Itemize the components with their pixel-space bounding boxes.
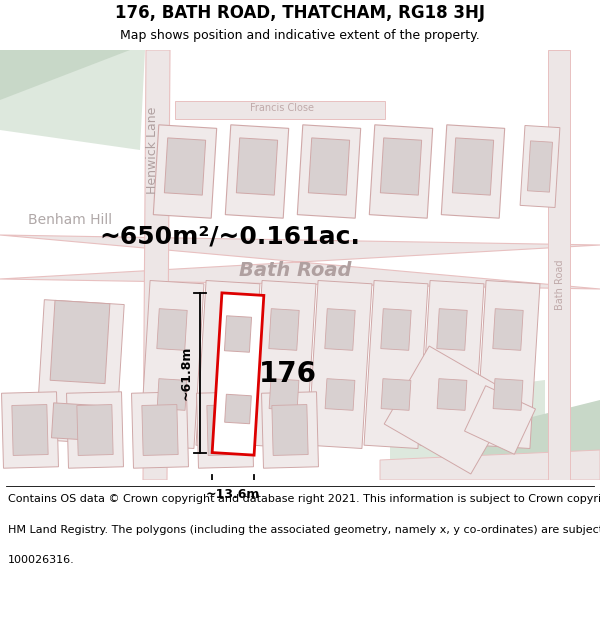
Polygon shape — [298, 125, 361, 218]
Polygon shape — [175, 101, 385, 119]
Polygon shape — [493, 309, 523, 351]
Polygon shape — [464, 386, 535, 454]
Polygon shape — [364, 281, 428, 449]
Polygon shape — [269, 379, 299, 411]
Polygon shape — [131, 392, 188, 468]
Polygon shape — [143, 50, 170, 480]
Polygon shape — [212, 293, 264, 455]
Polygon shape — [325, 309, 355, 351]
Text: Francis Close: Francis Close — [250, 103, 314, 113]
Polygon shape — [196, 281, 260, 449]
Polygon shape — [226, 125, 289, 218]
Text: Henwick Lane: Henwick Lane — [146, 106, 160, 194]
Polygon shape — [252, 281, 316, 449]
Text: Benham Hill: Benham Hill — [28, 213, 112, 227]
Polygon shape — [272, 404, 308, 456]
Polygon shape — [269, 309, 299, 351]
Polygon shape — [452, 138, 494, 195]
Text: Contains OS data © Crown copyright and database right 2021. This information is : Contains OS data © Crown copyright and d… — [8, 494, 600, 504]
Polygon shape — [140, 281, 204, 449]
Polygon shape — [480, 400, 600, 480]
Polygon shape — [442, 125, 505, 218]
Polygon shape — [207, 404, 243, 456]
Polygon shape — [0, 235, 600, 289]
Polygon shape — [520, 126, 560, 208]
Text: 176: 176 — [259, 360, 317, 388]
Polygon shape — [50, 301, 110, 384]
Text: Bath Road: Bath Road — [239, 261, 351, 279]
Polygon shape — [0, 50, 130, 100]
Polygon shape — [36, 300, 124, 444]
Text: ~61.8m: ~61.8m — [179, 346, 193, 400]
Polygon shape — [224, 316, 251, 352]
Polygon shape — [157, 379, 187, 411]
Polygon shape — [12, 404, 48, 456]
Polygon shape — [142, 404, 178, 456]
Polygon shape — [224, 394, 251, 424]
Polygon shape — [527, 141, 553, 192]
Polygon shape — [154, 125, 217, 218]
Polygon shape — [370, 125, 433, 218]
Polygon shape — [390, 380, 545, 480]
Polygon shape — [476, 281, 540, 449]
Polygon shape — [164, 138, 206, 195]
Polygon shape — [384, 346, 516, 474]
Polygon shape — [381, 309, 411, 351]
Polygon shape — [493, 379, 523, 411]
Polygon shape — [437, 379, 467, 411]
Text: HM Land Registry. The polygons (including the associated geometry, namely x, y c: HM Land Registry. The polygons (includin… — [8, 525, 600, 535]
Polygon shape — [325, 379, 355, 411]
Polygon shape — [197, 392, 253, 468]
Text: ~650m²/~0.161ac.: ~650m²/~0.161ac. — [100, 225, 361, 249]
Polygon shape — [2, 392, 58, 468]
Polygon shape — [52, 403, 109, 441]
Text: Map shows position and indicative extent of the property.: Map shows position and indicative extent… — [120, 29, 480, 42]
Polygon shape — [308, 138, 350, 195]
Polygon shape — [308, 281, 372, 449]
Polygon shape — [157, 309, 187, 351]
Polygon shape — [380, 450, 600, 480]
Polygon shape — [262, 392, 319, 468]
Polygon shape — [77, 404, 113, 456]
Text: ~13.6m: ~13.6m — [206, 488, 260, 501]
Polygon shape — [236, 138, 278, 195]
Text: 100026316.: 100026316. — [8, 556, 74, 566]
Polygon shape — [437, 309, 467, 351]
Polygon shape — [381, 379, 411, 411]
Text: 176, BATH ROAD, THATCHAM, RG18 3HJ: 176, BATH ROAD, THATCHAM, RG18 3HJ — [115, 4, 485, 22]
Polygon shape — [420, 281, 484, 449]
Polygon shape — [67, 392, 124, 468]
Text: Bath Road: Bath Road — [555, 260, 565, 310]
Polygon shape — [548, 50, 570, 480]
Polygon shape — [380, 138, 422, 195]
Polygon shape — [0, 50, 145, 150]
